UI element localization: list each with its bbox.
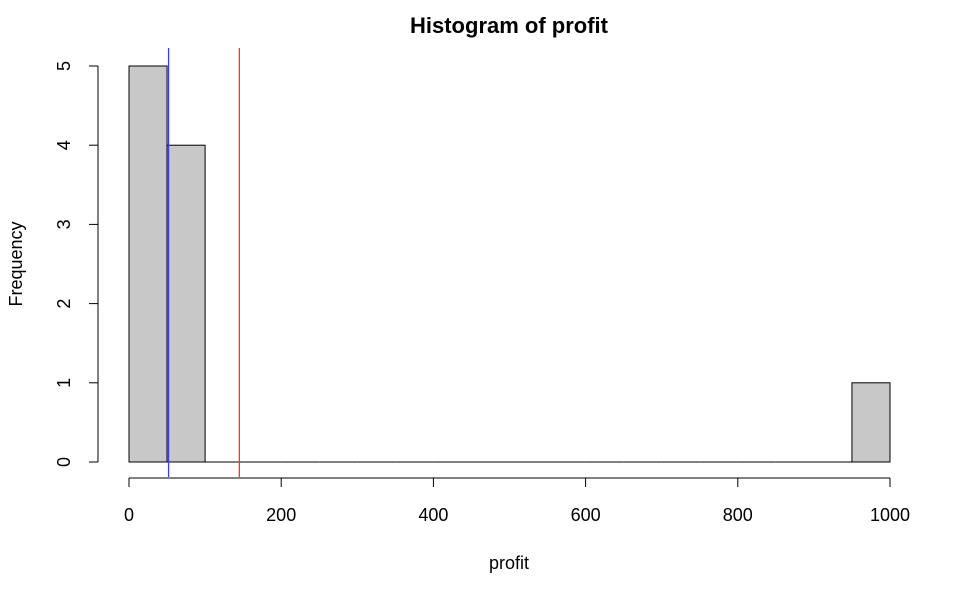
bars-group — [128, 65, 891, 463]
histogram-bar-19 — [851, 382, 891, 463]
x-tick-label-2: 400 — [418, 505, 448, 525]
y-axis-label: Frequency — [6, 221, 26, 306]
y-tick-label-4: 4 — [54, 140, 74, 150]
x-axis-label: profit — [489, 553, 529, 573]
x-tick-label-3: 600 — [571, 505, 601, 525]
chart-title: Histogram of profit — [410, 13, 609, 38]
histogram-bar-0 — [128, 65, 168, 463]
x-tick-label-1: 200 — [266, 505, 296, 525]
y-tick-label-5: 5 — [54, 61, 74, 71]
y-tick-label-2: 2 — [54, 299, 74, 309]
histogram-bar-1 — [166, 144, 206, 463]
x-tick-label-5: 1000 — [870, 505, 910, 525]
y-tick-label-3: 3 — [54, 219, 74, 229]
y-axis: 0 1 2 3 4 5 — [54, 61, 99, 467]
y-tick-label-1: 1 — [54, 378, 74, 388]
reference-lines-group — [167, 48, 240, 477]
x-tick-label-4: 800 — [723, 505, 753, 525]
y-tick-label-0: 0 — [54, 457, 74, 467]
x-tick-label-0: 0 — [124, 505, 134, 525]
x-axis: 0 200 400 600 800 1000 — [124, 477, 910, 525]
